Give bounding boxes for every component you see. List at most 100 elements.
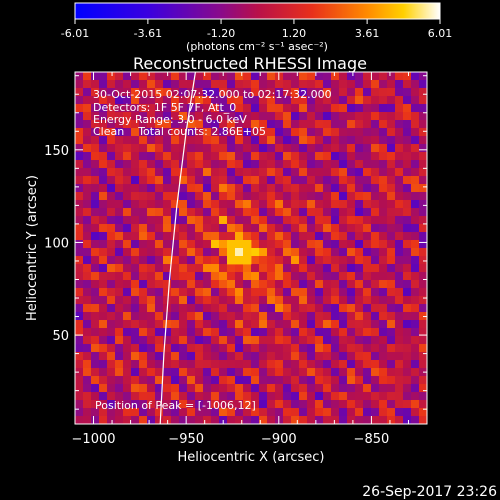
heatmap-cell bbox=[395, 248, 404, 257]
heatmap-cell bbox=[315, 248, 324, 257]
heatmap-cell bbox=[155, 280, 164, 289]
heatmap-cell bbox=[299, 120, 308, 129]
heatmap-cell bbox=[387, 344, 396, 353]
heatmap-cell bbox=[339, 192, 348, 201]
heatmap-cell bbox=[139, 176, 148, 185]
heatmap-cell bbox=[299, 136, 308, 145]
heatmap-cell bbox=[267, 256, 276, 265]
heatmap-cell bbox=[115, 288, 124, 297]
heatmap-cell bbox=[235, 200, 244, 209]
heatmap-cell bbox=[115, 160, 124, 169]
heatmap-cell bbox=[331, 336, 340, 345]
heatmap-cell bbox=[307, 336, 316, 345]
heatmap-cell bbox=[331, 208, 340, 217]
heatmap-cell bbox=[403, 384, 412, 393]
heatmap-cell bbox=[363, 272, 372, 281]
heatmap-cell bbox=[147, 152, 156, 161]
heatmap-cell bbox=[243, 328, 252, 337]
heatmap-cell bbox=[75, 112, 84, 121]
heatmap-cell bbox=[131, 216, 140, 225]
heatmap-cell bbox=[139, 360, 148, 369]
heatmap-cell bbox=[203, 288, 212, 297]
heatmap-cell bbox=[91, 280, 100, 289]
heatmap-cell bbox=[131, 80, 140, 89]
heatmap-cell bbox=[419, 224, 427, 233]
heatmap-cell bbox=[115, 176, 124, 185]
heatmap-cell bbox=[347, 224, 356, 233]
heatmap-cell bbox=[299, 224, 308, 233]
heatmap-cell bbox=[339, 176, 348, 185]
heatmap-cell bbox=[179, 232, 188, 241]
annotation-detectors: Detectors: 1F 5F 7F, Att_0 bbox=[93, 101, 236, 114]
heatmap-cell bbox=[219, 128, 228, 137]
heatmap-cell bbox=[291, 192, 300, 201]
heatmap-cell bbox=[155, 184, 164, 193]
heatmap-cell bbox=[155, 288, 164, 297]
heatmap-cell bbox=[363, 352, 372, 361]
heatmap-cell bbox=[195, 184, 204, 193]
heatmap-cell bbox=[291, 248, 300, 257]
heatmap-cell bbox=[219, 384, 228, 393]
heatmap-cell bbox=[363, 152, 372, 161]
heatmap-cell bbox=[171, 344, 180, 353]
heatmap-cell bbox=[323, 208, 332, 217]
heatmap-cell bbox=[163, 152, 172, 161]
colorbar bbox=[74, 2, 441, 20]
heatmap-cell bbox=[227, 408, 236, 417]
heatmap-cell bbox=[419, 120, 427, 129]
heatmap-cell bbox=[339, 392, 348, 401]
heatmap-cell bbox=[155, 400, 164, 409]
heatmap-cell bbox=[195, 192, 204, 201]
heatmap-cell bbox=[251, 128, 260, 137]
heatmap-cell bbox=[347, 248, 356, 257]
heatmap-cell bbox=[235, 152, 244, 161]
heatmap-cell bbox=[123, 184, 132, 193]
heatmap-cell bbox=[411, 120, 420, 129]
heatmap-cell bbox=[163, 344, 172, 353]
heatmap-cell bbox=[83, 168, 92, 177]
heatmap-cell bbox=[139, 168, 148, 177]
heatmap-cell bbox=[99, 416, 108, 424]
heatmap-cell bbox=[195, 392, 204, 401]
heatmap-cell bbox=[203, 296, 212, 305]
heatmap-cell bbox=[395, 208, 404, 217]
heatmap-cell bbox=[171, 184, 180, 193]
heatmap-cell bbox=[219, 200, 228, 209]
heatmap-cell bbox=[123, 208, 132, 217]
heatmap-cell bbox=[227, 128, 236, 137]
heatmap-cell bbox=[307, 328, 316, 337]
heatmap-cell bbox=[259, 128, 268, 137]
heatmap-cell bbox=[355, 112, 364, 121]
heatmap-cell bbox=[275, 264, 284, 273]
heatmap-cell bbox=[395, 224, 404, 233]
heatmap-cell bbox=[107, 88, 116, 97]
heatmap-cell bbox=[307, 152, 316, 161]
heatmap-cell bbox=[403, 232, 412, 241]
heatmap-cell bbox=[291, 208, 300, 217]
heatmap-cell bbox=[363, 128, 372, 137]
heatmap-cell bbox=[171, 336, 180, 345]
heatmap-cell bbox=[83, 248, 92, 257]
heatmap-cell bbox=[235, 416, 244, 424]
heatmap-cell bbox=[299, 360, 308, 369]
heatmap-cell bbox=[227, 152, 236, 161]
heatmap-cell bbox=[187, 408, 196, 417]
heatmap-cell bbox=[171, 208, 180, 217]
heatmap-cell bbox=[75, 288, 84, 297]
heatmap-cell bbox=[235, 392, 244, 401]
heatmap-cell bbox=[267, 328, 276, 337]
heatmap-cell bbox=[163, 408, 172, 417]
heatmap-cell bbox=[387, 112, 396, 121]
heatmap-cell bbox=[131, 232, 140, 241]
heatmap-cell bbox=[307, 136, 316, 145]
heatmap-cell bbox=[355, 408, 364, 417]
heatmap-cell bbox=[131, 136, 140, 145]
heatmap-cell bbox=[259, 80, 268, 89]
heatmap-cell bbox=[203, 280, 212, 289]
heatmap-cell bbox=[283, 296, 292, 305]
heatmap-cell bbox=[299, 192, 308, 201]
heatmap-cell bbox=[243, 176, 252, 185]
heatmap-cell bbox=[419, 232, 427, 241]
heatmap-cell bbox=[227, 400, 236, 409]
heatmap-cell bbox=[315, 288, 324, 297]
